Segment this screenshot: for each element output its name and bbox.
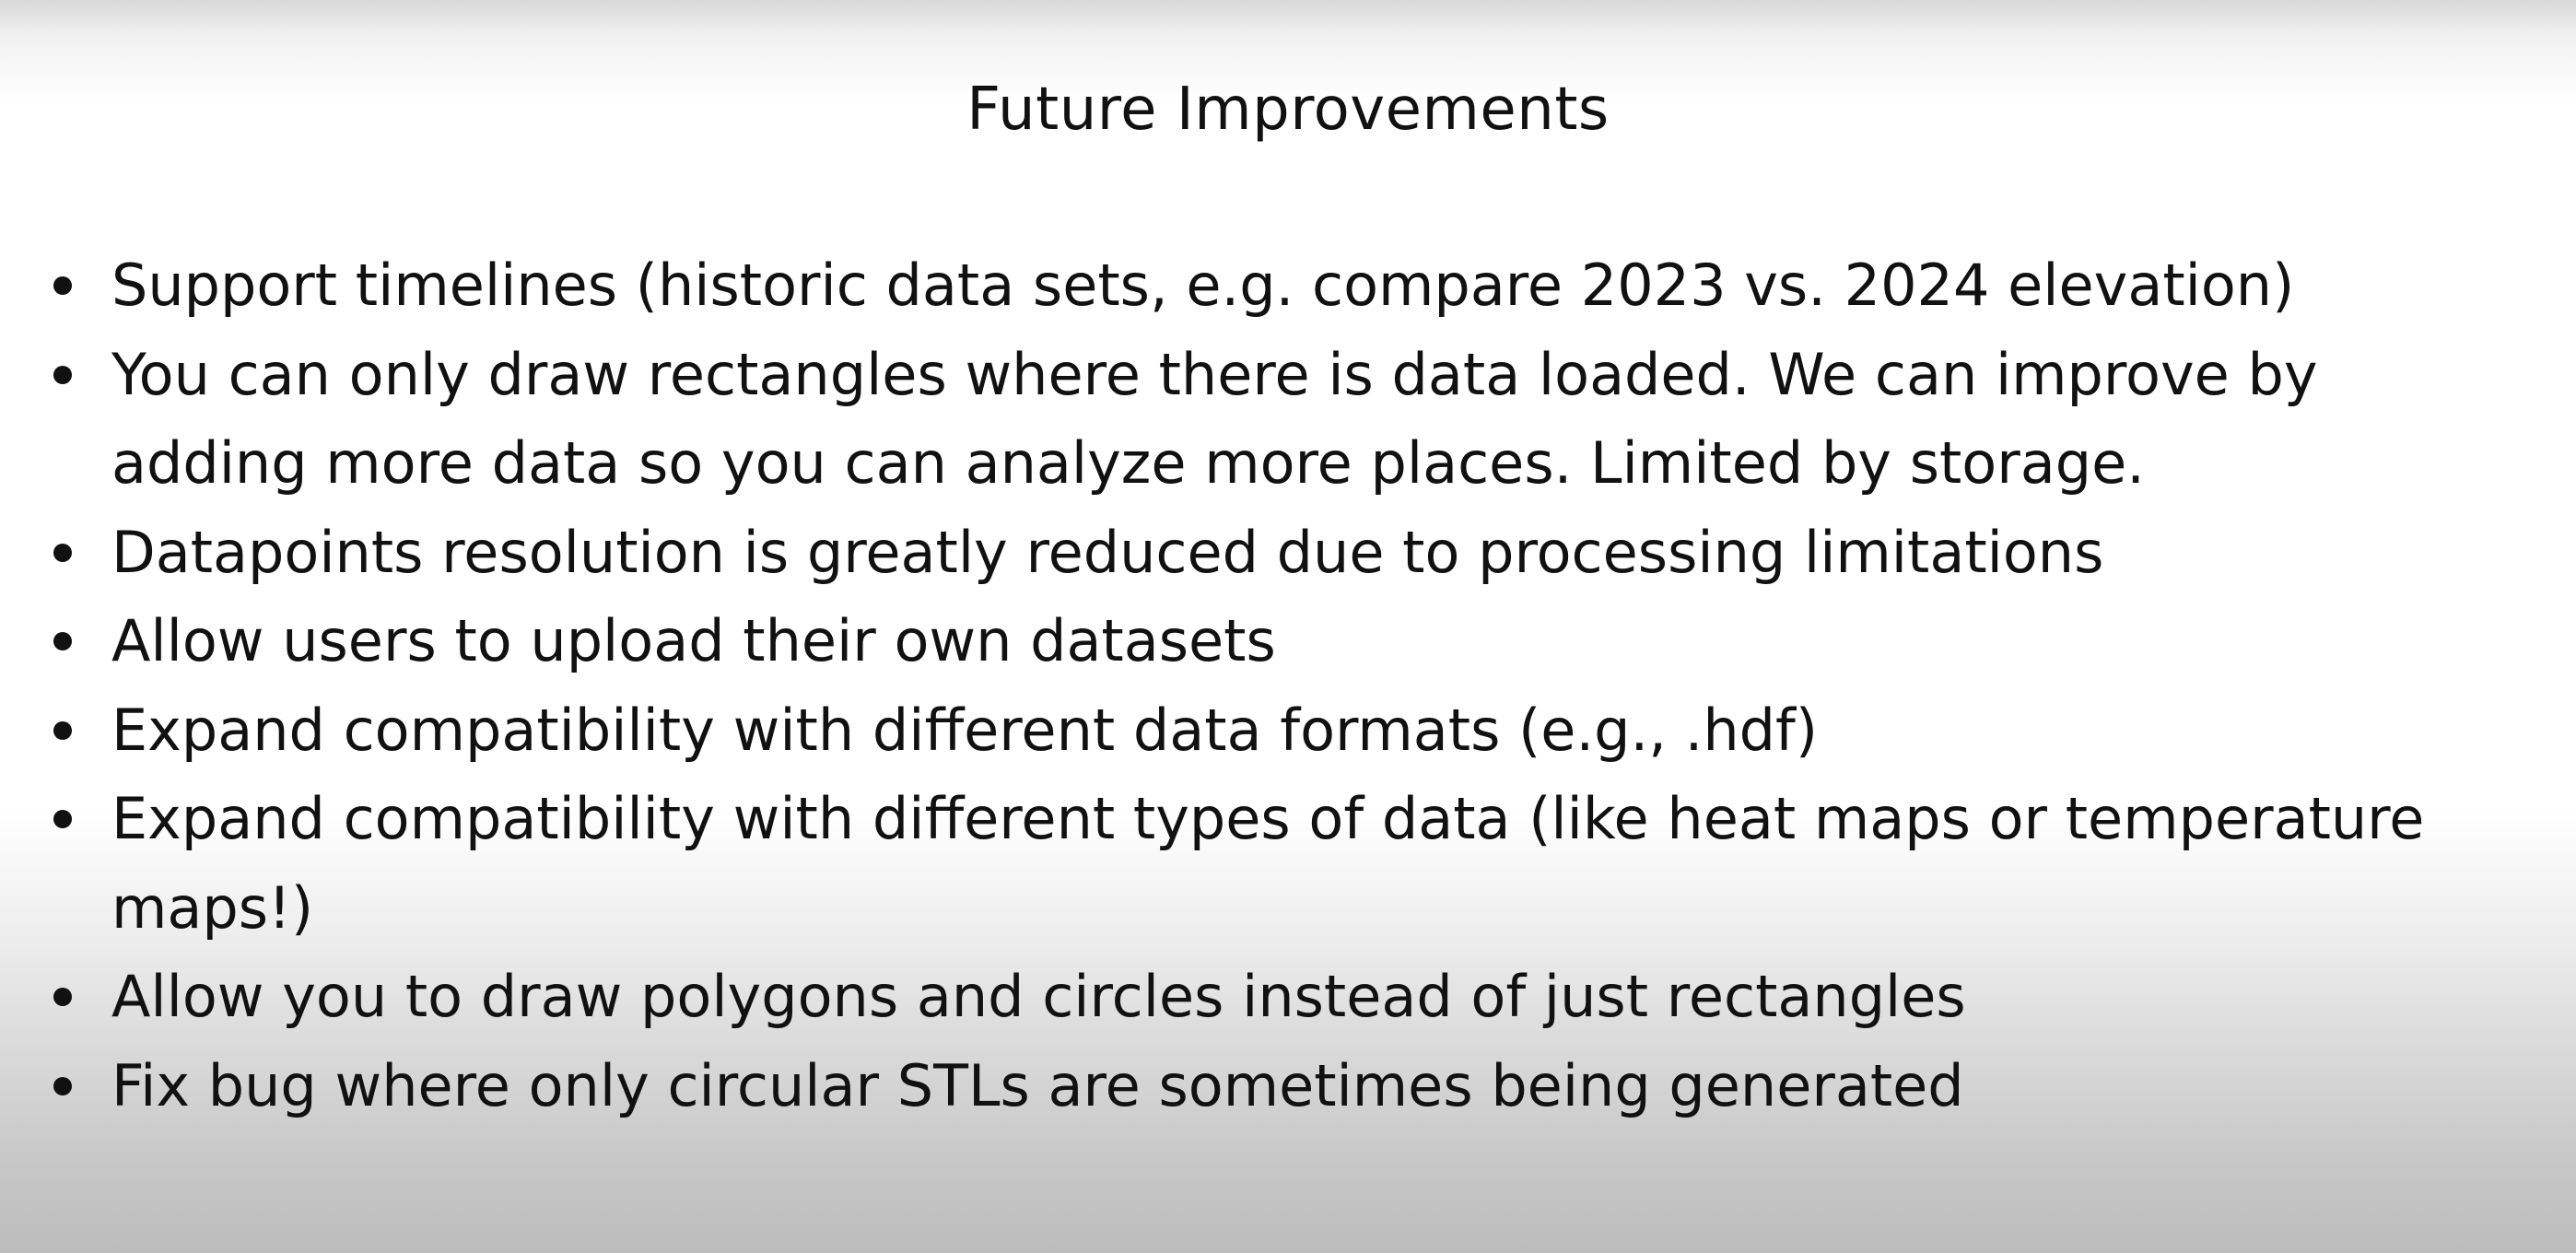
bullet-item: Expand compatibility with different type…: [0, 775, 2524, 953]
bullet-item: Allow users to upload their own datasets: [0, 597, 2524, 686]
bullet-text: Datapoints resolution is greatly reduced…: [111, 518, 2104, 586]
bullet-item: Support timelines (historic data sets, e…: [0, 241, 2524, 331]
bullet-text: Support timelines (historic data sets, e…: [111, 252, 2295, 319]
bullet-dot-icon: [53, 1076, 72, 1095]
bullet-item: Fix bug where only circular STLs are som…: [0, 1042, 2524, 1131]
slide-title: Future Improvements: [966, 76, 1610, 144]
bullet-item: Allow you to draw polygons and circles i…: [0, 953, 2524, 1042]
bullet-item: Expand compatibility with different data…: [0, 686, 2524, 776]
bullet-text: You can only draw rectangles where there…: [111, 340, 2318, 498]
bullet-list: Support timelines (historic data sets, e…: [0, 241, 2524, 1130]
bullet-dot-icon: [53, 543, 72, 562]
bullet-dot-icon: [53, 632, 72, 650]
bullet-item: Datapoints resolution is greatly reduced…: [0, 509, 2524, 598]
bullet-dot-icon: [53, 276, 72, 295]
bullet-dot-icon: [53, 720, 72, 740]
bullet-text: Expand compatibility with different data…: [111, 696, 1819, 764]
bullet-dot-icon: [53, 988, 72, 1006]
bullet-dot-icon: [53, 365, 72, 384]
bullet-text: Allow users to upload their own datasets: [111, 607, 1276, 674]
bullet-item: You can only draw rectangles where there…: [0, 331, 2524, 509]
bullet-text: Allow you to draw polygons and circles i…: [111, 963, 1966, 1030]
bullet-text: Fix bug where only circular STLs are som…: [111, 1051, 1964, 1119]
bullet-dot-icon: [53, 810, 72, 828]
bullet-text: Expand compatibility with different type…: [111, 785, 2425, 942]
